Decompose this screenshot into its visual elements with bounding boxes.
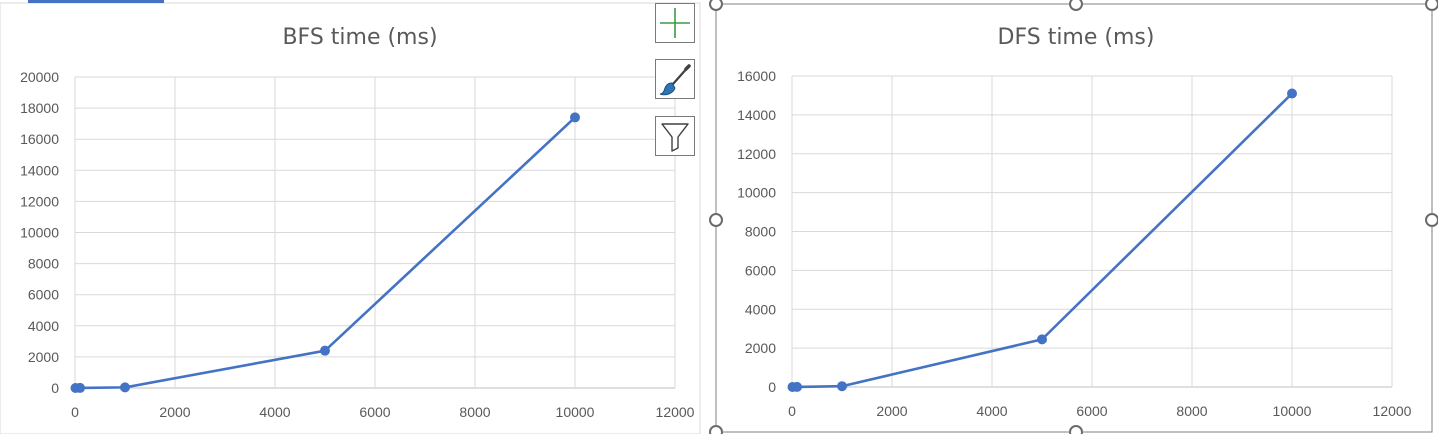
bfs-y-tick-label: 2000: [28, 349, 59, 365]
resize-handle-left[interactable]: [709, 213, 723, 227]
paintbrush-icon: [659, 64, 691, 96]
dfs-x-axis-labels: 0 2000 4000 6000 8000 10000 12000: [788, 403, 1412, 419]
dfs-data-point[interactable]: [1287, 88, 1297, 99]
dfs-y-axis-labels: 0 2000 4000 6000 8000 10000 12000 14000 16000: [737, 68, 776, 395]
bfs-y-tick-label: 16000: [20, 131, 59, 147]
bfs-y-tick-label: 8000: [28, 256, 59, 272]
bfs-x-tick-label: 2000: [159, 404, 190, 420]
dfs-data-point[interactable]: [792, 381, 802, 392]
dfs-x-tick-label: 0: [788, 403, 796, 419]
bfs-y-tick-label: 14000: [20, 162, 59, 178]
bfs-data-point[interactable]: [120, 382, 130, 393]
bfs-data-point[interactable]: [75, 382, 85, 393]
bfs-y-tick-label: 4000: [28, 318, 59, 334]
dfs-gridlines: [791, 75, 1393, 388]
dfs-y-tick-label: 6000: [745, 262, 776, 278]
dfs-y-tick-label: 2000: [745, 340, 776, 356]
bfs-y-tick-label: 20000: [20, 69, 59, 85]
bfs-x-axis-labels: 0 2000 4000 6000 8000 10000 12000: [71, 404, 695, 420]
bfs-data-point[interactable]: [320, 345, 330, 356]
dfs-x-tick-label: 6000: [1076, 403, 1107, 419]
dfs-y-tick-label: 4000: [745, 301, 776, 317]
dfs-data-point[interactable]: [837, 381, 847, 392]
bfs-series[interactable]: [70, 112, 581, 393]
dfs-y-tick-label: 12000: [737, 146, 776, 162]
dfs-x-tick-label: 10000: [1273, 403, 1312, 419]
bfs-x-tick-label: 10000: [556, 404, 595, 420]
dfs-y-tick-label: 10000: [737, 185, 776, 201]
dfs-y-tick-label: 14000: [737, 107, 776, 123]
bfs-data-point[interactable]: [570, 112, 580, 123]
dfs-chart[interactable]: DFS time (ms) 0 2000 4000 6000 8000 10000 1200…: [715, 3, 1433, 433]
resize-handles[interactable]: [709, 0, 1438, 434]
dfs-series[interactable]: [787, 88, 1298, 392]
dfs-chart-title: DFS time (ms): [998, 25, 1155, 50]
funnel-icon: [661, 123, 689, 152]
bfs-chart[interactable]: BFS time (ms) 0 2000 4000 6000 8000 10000 1200…: [0, 2, 701, 434]
dfs-x-tick-label: 8000: [1176, 403, 1207, 419]
resize-handle-right[interactable]: [1425, 213, 1438, 227]
bfs-x-tick-label: 8000: [459, 404, 490, 420]
resize-handle-top-left[interactable]: [709, 0, 723, 11]
dfs-x-tick-label: 4000: [976, 403, 1007, 419]
bfs-chart-title: BFS time (ms): [282, 25, 437, 50]
bfs-gridlines: [74, 76, 676, 389]
bfs-y-tick-label: 10000: [20, 225, 59, 241]
dfs-y-tick-label: 8000: [745, 224, 776, 240]
bfs-y-tick-label: 12000: [20, 193, 59, 209]
bfs-x-tick-label: 12000: [656, 404, 695, 420]
bfs-x-tick-label: 6000: [359, 404, 390, 420]
bfs-x-tick-label: 4000: [259, 404, 290, 420]
bfs-y-tick-label: 6000: [28, 287, 59, 303]
bfs-y-tick-label: 0: [51, 380, 59, 396]
dfs-data-point[interactable]: [1037, 334, 1047, 345]
chart-styles-button[interactable]: [655, 59, 695, 99]
chart-filters-button[interactable]: [655, 116, 695, 156]
dfs-y-tick-label: 16000: [737, 68, 776, 84]
chart-elements-button[interactable]: [655, 3, 695, 43]
dfs-x-tick-label: 2000: [876, 403, 907, 419]
resize-handle-bottom-left[interactable]: [709, 425, 723, 434]
bfs-chart-area[interactable]: [0, 2, 701, 434]
resize-handle-top[interactable]: [1069, 0, 1083, 11]
bfs-y-tick-label: 18000: [20, 100, 59, 116]
dfs-chart-area[interactable]: [715, 3, 1433, 433]
bfs-x-tick-label: 0: [71, 404, 79, 420]
bfs-y-axis-labels: 0 2000 4000 6000 8000 10000 12000 14000 16000 180…: [20, 69, 59, 396]
resize-handle-bottom[interactable]: [1069, 425, 1083, 434]
resize-handle-top-right[interactable]: [1425, 0, 1438, 11]
dfs-y-tick-label: 0: [768, 379, 776, 395]
bfs-selection-tab: [28, 0, 164, 3]
dfs-x-tick-label: 12000: [1373, 403, 1412, 419]
plus-icon: [660, 8, 690, 38]
